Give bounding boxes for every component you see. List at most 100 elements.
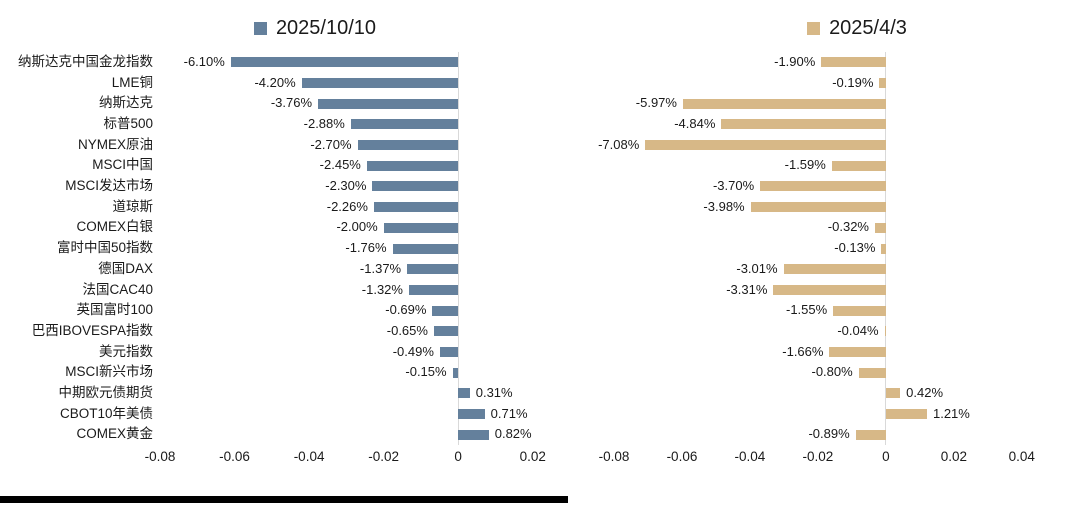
category-label: NYMEX原油 xyxy=(77,136,153,152)
bar-value-label: -1.76% xyxy=(345,240,387,256)
axis-tick-label: -0.06 xyxy=(219,449,250,464)
legend-marker-tan-icon xyxy=(807,21,821,35)
bar xyxy=(318,98,459,109)
bar xyxy=(407,264,459,275)
category-label: CBOT10年美债 xyxy=(59,405,153,421)
category-label: 纳斯达克中国金龙指数 xyxy=(18,54,153,69)
axis-tick-label: 0.02 xyxy=(940,449,967,464)
bar xyxy=(458,408,485,419)
axis-tick-label: -0.08 xyxy=(598,449,630,464)
bar xyxy=(831,160,886,171)
category-label: 英国富时100 xyxy=(76,302,153,318)
bar-value-label: -3.76% xyxy=(270,95,313,111)
bar xyxy=(458,388,470,399)
category-labels-column: 纳斯达克中国金龙指数 LME铜 纳斯达克 标普500 NYMEX原油 MSCI中国 MSCI… xyxy=(0,52,160,445)
bar-value-label: -2.26% xyxy=(326,198,368,214)
bar xyxy=(357,140,459,151)
x-axis-2025-10-10: -0.08 -0.06 -0.04 -0.02 0 0.02 xyxy=(145,449,570,471)
category-label: MSCI发达市场 xyxy=(65,178,153,194)
bar-value-label: -3.31% xyxy=(726,281,768,297)
bar xyxy=(432,305,459,316)
axis-tick-label: 0.02 xyxy=(519,449,546,464)
axis-tick-label: -0.02 xyxy=(368,449,400,464)
legend-label: 2025/4/3 xyxy=(829,16,907,39)
bar xyxy=(773,284,886,295)
bar-value-label: -1.32% xyxy=(361,281,403,297)
axis-tick-label: -0.04 xyxy=(734,449,766,464)
bar xyxy=(885,388,901,399)
bar xyxy=(721,119,886,130)
bar-value-label: -0.04% xyxy=(837,322,879,338)
category-label: 标普500 xyxy=(103,116,153,132)
plot-area-2025-4-3: -1.90% -0.19% -5.97% -4.84% -7.08% -1.59% -3.7… xyxy=(597,52,1049,445)
bar-value-label: 0.31% xyxy=(475,384,513,400)
category-label: MSCI新兴市场 xyxy=(65,364,153,380)
category-label: 道琼斯 xyxy=(112,198,154,214)
bar xyxy=(383,222,459,233)
category-label: 纳斯达克 xyxy=(99,95,153,111)
legend-marker-blue-icon xyxy=(253,21,267,35)
category-label: MSCI中国 xyxy=(92,157,153,173)
category-label: 中期欧元债期货 xyxy=(58,384,154,400)
bar xyxy=(372,181,459,192)
category-label: COMEX白银 xyxy=(76,219,153,235)
bar-value-label: -0.80% xyxy=(811,364,853,380)
bar-value-label: -5.97% xyxy=(635,95,677,111)
bar xyxy=(433,326,459,337)
bar-value-label: -3.98% xyxy=(703,198,745,214)
bar-value-label: -2.70% xyxy=(310,136,352,152)
bar-value-label: -6.10% xyxy=(183,54,225,69)
bar-value-label: 0.42% xyxy=(906,384,944,400)
bar-value-label: 0.71% xyxy=(490,405,528,421)
bar-value-label: 1.21% xyxy=(932,405,970,421)
bar xyxy=(833,305,886,316)
bar xyxy=(750,202,886,213)
bar-value-label: -1.37% xyxy=(359,260,402,276)
legend-2025-10-10: 2025/10/10 xyxy=(30,13,600,43)
x-axis-2025-4-3: -0.08 -0.06 -0.04 -0.02 0 0.02 0.04 xyxy=(597,449,1049,471)
bar xyxy=(858,367,886,378)
bar xyxy=(879,78,886,89)
bar xyxy=(301,78,459,89)
bar-value-label: -4.84% xyxy=(674,116,716,132)
bar xyxy=(884,326,886,337)
bar-value-label: -0.65% xyxy=(386,322,428,338)
bar-value-label: -1.59% xyxy=(784,157,826,173)
bar xyxy=(682,98,886,109)
category-label: 美元指数 xyxy=(99,343,153,359)
axis-tick-label: 0 xyxy=(454,449,462,464)
category-label: 德国DAX xyxy=(98,260,153,276)
bar-value-label: -2.45% xyxy=(319,157,361,173)
axis-tick-label: -0.02 xyxy=(802,449,834,464)
axis-tick-label: -0.08 xyxy=(144,449,176,464)
bar xyxy=(408,284,459,295)
bar-value-label: -2.30% xyxy=(325,178,367,194)
bar-value-label: -0.15% xyxy=(405,364,447,380)
bar xyxy=(885,408,927,419)
bar xyxy=(881,243,886,254)
axis-tick-label: 0 xyxy=(882,449,890,464)
bar-value-label: -2.00% xyxy=(336,219,378,235)
bar xyxy=(783,264,886,275)
category-label: COMEX黄金 xyxy=(76,426,153,442)
bar xyxy=(458,429,489,440)
bar-value-label: -7.08% xyxy=(598,136,640,152)
bar xyxy=(373,202,459,213)
bottom-divider xyxy=(0,496,568,503)
category-label: 法国CAC40 xyxy=(82,281,153,297)
bar xyxy=(366,160,459,171)
bar-value-label: -0.49% xyxy=(392,343,434,359)
plot-area-2025-10-10: -6.10% -4.20% -3.76% -2.88% -2.70% -2.45% -2.3… xyxy=(160,52,570,445)
bar-value-label: -4.20% xyxy=(254,74,296,90)
bar xyxy=(230,57,459,68)
bar xyxy=(439,346,459,357)
axis-tick-label: 0.04 xyxy=(1008,449,1035,464)
category-label: 富时中国50指数 xyxy=(56,240,153,256)
bar xyxy=(760,181,886,192)
category-label: 巴西IBOVESPA指数 xyxy=(31,322,153,338)
legend-2025-4-3: 2025/4/3 xyxy=(631,13,1080,43)
zero-axis-line xyxy=(457,52,459,445)
bar xyxy=(855,429,886,440)
bar-value-label: -0.69% xyxy=(385,302,427,318)
